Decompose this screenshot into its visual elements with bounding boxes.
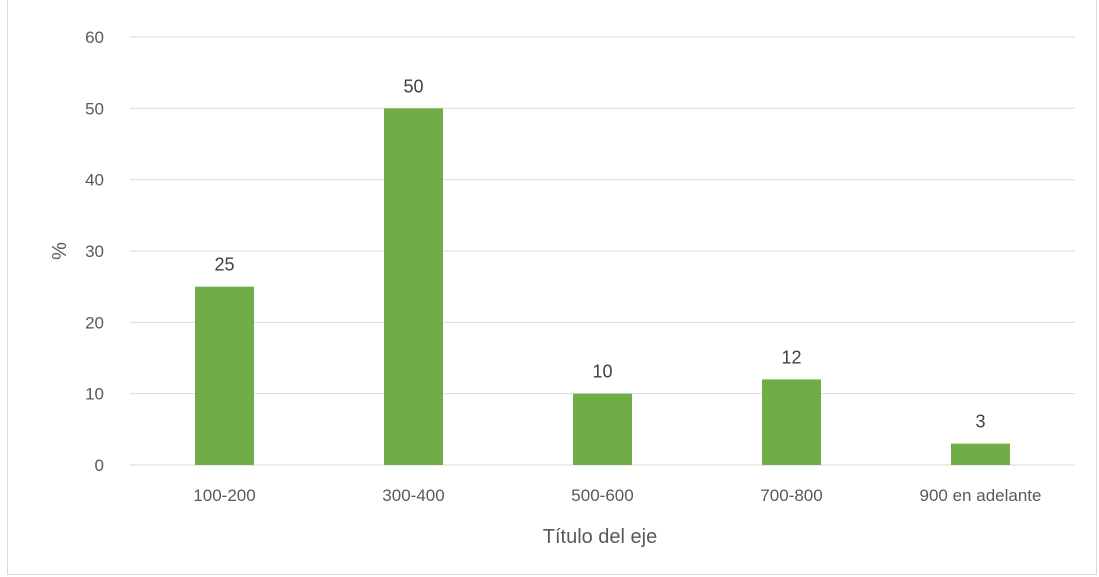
x-tick-label: 700-800 — [760, 486, 822, 505]
bars — [195, 108, 1010, 465]
bar-500-600 — [573, 393, 632, 465]
x-tick-labels: 100-200 300-400 500-600 700-800 900 en adela… — [193, 486, 1041, 505]
data-label: 50 — [403, 76, 423, 96]
y-tick-label: 50 — [85, 99, 104, 118]
bar-300-400 — [384, 108, 443, 465]
bar-900 en adelante — [951, 443, 1010, 465]
y-tick-labels: 0 10 20 30 40 50 60 — [85, 28, 104, 475]
y-tick-label: 0 — [95, 456, 104, 475]
bar-100-200 — [195, 286, 254, 465]
data-label: 10 — [592, 362, 612, 382]
y-tick-label: 40 — [85, 171, 104, 190]
data-labels: 25 50 10 12 3 — [214, 76, 985, 431]
y-tick-label: 10 — [85, 385, 104, 404]
x-tick-label: 500-600 — [571, 486, 633, 505]
data-label: 3 — [975, 412, 985, 432]
y-axis-title: % — [49, 242, 71, 260]
chart-frame — [7, 0, 1097, 575]
data-label: 12 — [781, 347, 801, 367]
bar-700-800 — [762, 379, 821, 465]
data-label: 25 — [214, 255, 234, 275]
x-tick-label: 100-200 — [193, 486, 255, 505]
x-axis-title: Título del eje — [543, 526, 658, 548]
x-tick-label: 300-400 — [382, 486, 444, 505]
x-tick-label: 900 en adelante — [920, 486, 1042, 505]
y-tick-label: 20 — [85, 313, 104, 332]
y-tick-label: 30 — [85, 242, 104, 261]
y-tick-label: 60 — [85, 28, 104, 47]
